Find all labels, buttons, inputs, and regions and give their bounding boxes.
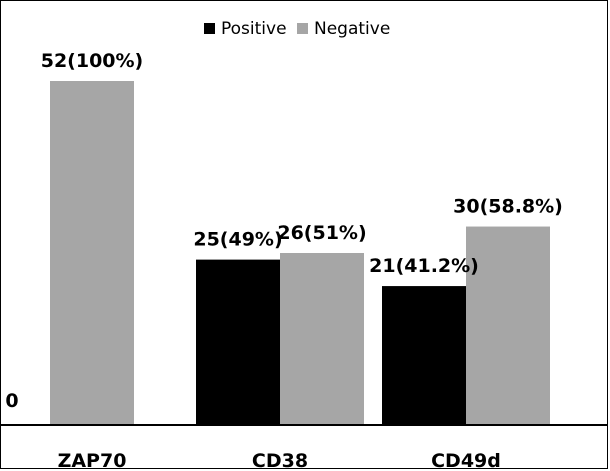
bar-cd38-positive <box>196 260 280 425</box>
legend-swatch-positive <box>204 23 215 34</box>
legend-label-positive: Positive <box>221 19 287 39</box>
data-label-zap70-negative: 52(100%) <box>41 50 144 72</box>
legend: Positive Negative <box>204 19 390 39</box>
data-label-cd49d-negative: 30(58.8%) <box>453 196 563 218</box>
bar-cd38-negative <box>280 253 364 425</box>
bar-zap70-negative <box>50 81 134 425</box>
category-label-cd38: CD38 <box>252 450 308 471</box>
data-label-cd49d-positive: 21(41.2%) <box>369 255 479 277</box>
y-tick-label-zero: 0 <box>5 390 18 412</box>
bar-cd49d-positive <box>382 286 466 425</box>
bars <box>50 81 550 425</box>
legend-swatch-negative <box>297 23 308 34</box>
data-label-cd38-positive: 25(49%) <box>193 229 282 251</box>
category-label-zap70: ZAP70 <box>58 450 127 471</box>
data-label-cd38-negative: 26(51%) <box>277 222 366 244</box>
category-label-cd49d: CD49d <box>431 450 501 471</box>
legend-label-negative: Negative <box>314 19 390 39</box>
